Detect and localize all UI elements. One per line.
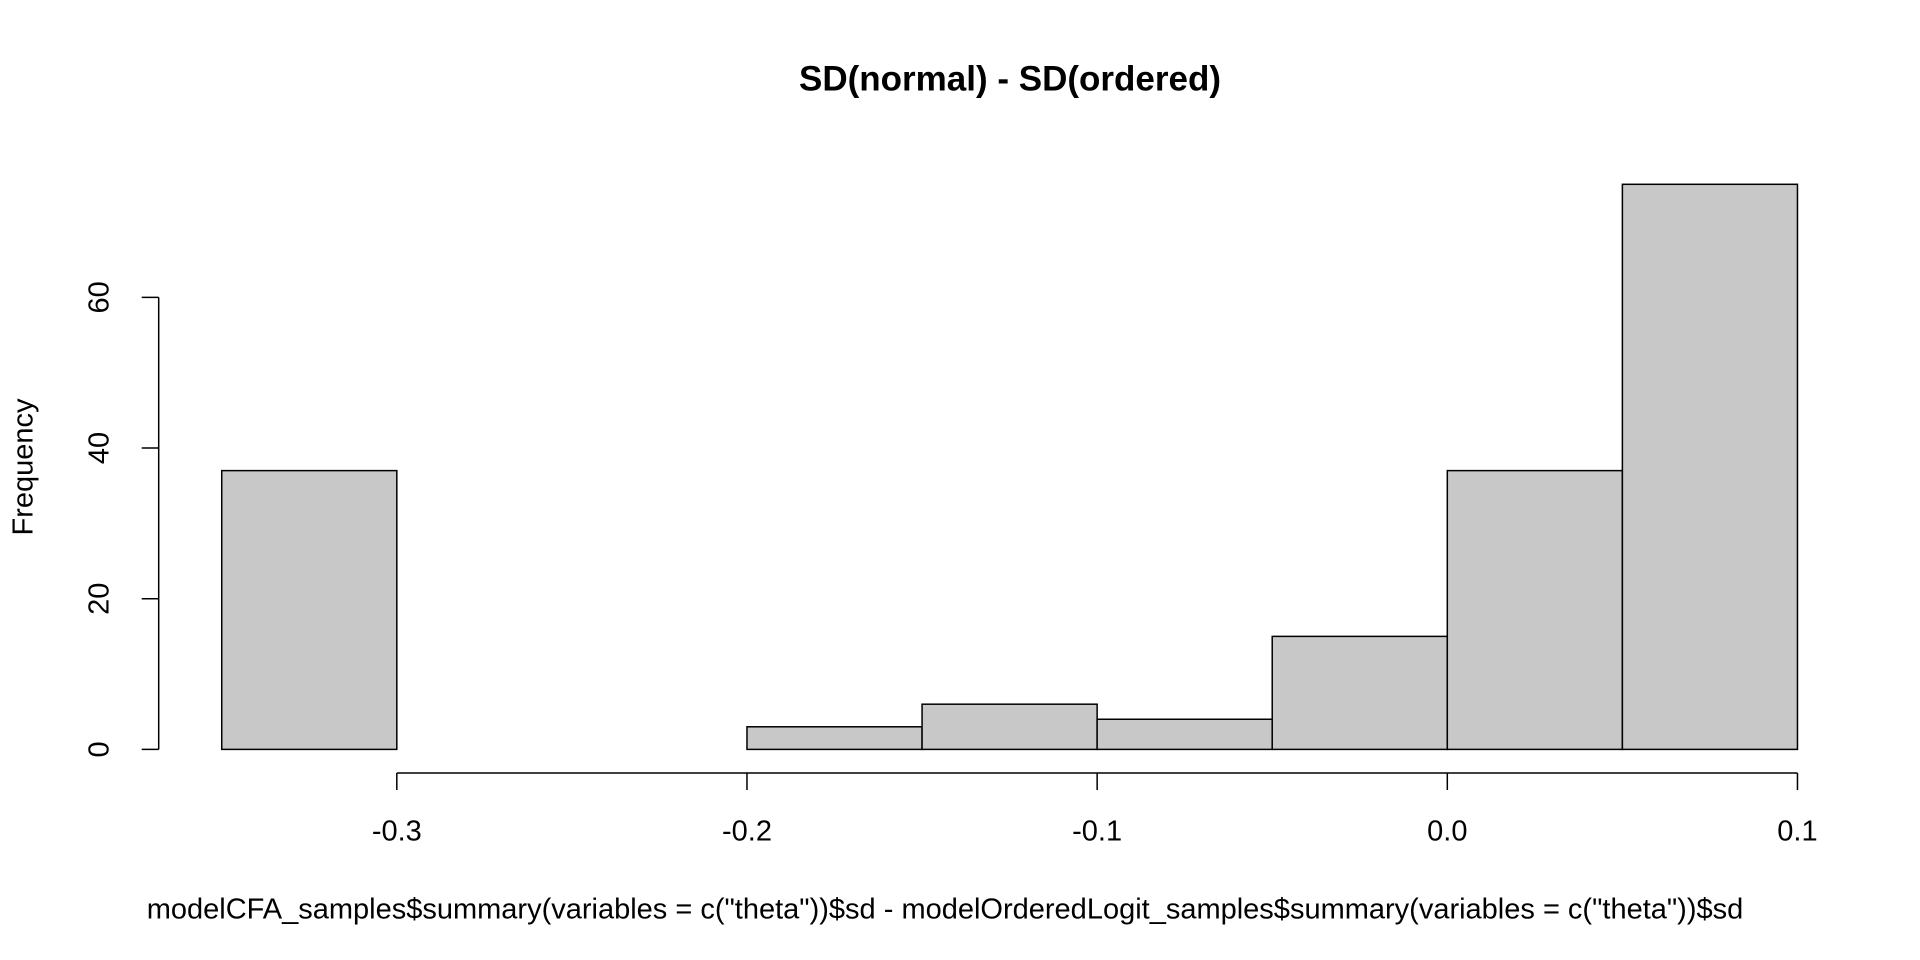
bar <box>220 469 398 751</box>
y-tick-label: 0 <box>84 741 116 757</box>
x-tick-label: -0.3 <box>372 816 422 848</box>
x-axis-label: modelCFA_samples$summary(variables = c("… <box>147 894 1744 926</box>
x-tick-label: -0.2 <box>722 816 772 848</box>
bar <box>1271 635 1449 751</box>
y-tick-label: 40 <box>84 432 116 464</box>
bar <box>921 703 1098 751</box>
y-tick-label: 60 <box>84 281 116 313</box>
y-tick-label: 20 <box>84 583 116 615</box>
bar <box>1096 718 1273 751</box>
x-tick-label: -0.1 <box>1072 816 1122 848</box>
bar <box>746 726 923 751</box>
x-tick-label: 0.0 <box>1427 816 1467 848</box>
y-axis-label: Frequency <box>8 398 40 536</box>
bar <box>1446 469 1624 751</box>
bar <box>1621 183 1799 751</box>
chart-title: SD(normal) - SD(ordered) <box>799 59 1221 98</box>
x-tick-label: 0.1 <box>1777 816 1817 848</box>
